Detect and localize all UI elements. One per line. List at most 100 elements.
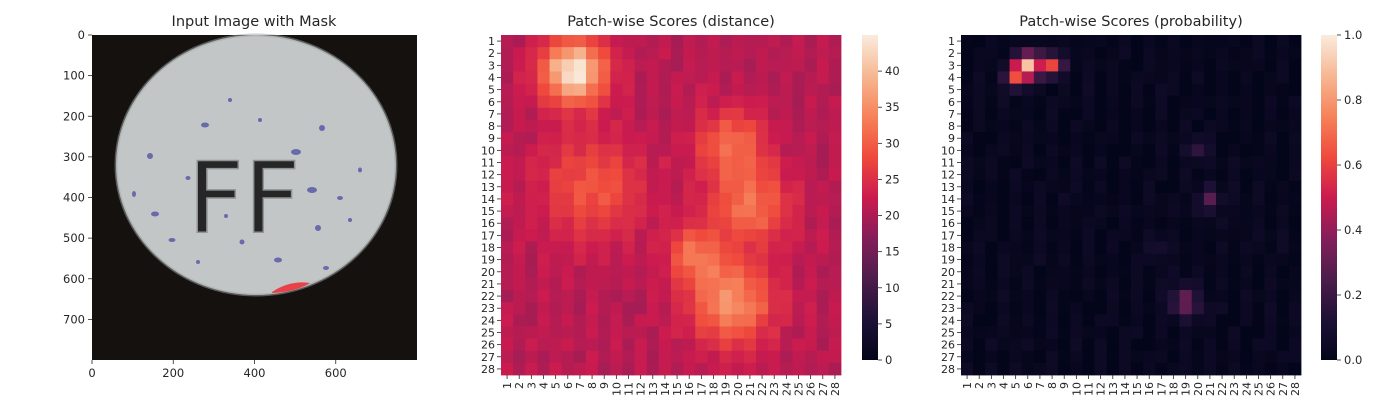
heatmap-cell [1118,326,1132,339]
heatmap-cell [1118,180,1132,194]
y-tick-label: 8 [488,120,495,133]
heatmap-cell [1240,277,1253,291]
heatmap-cell [1046,47,1059,60]
heatmap-cell [731,362,745,376]
heatmap-cell [1058,362,1071,376]
heatmap-cell [622,241,635,254]
heatmap-cell [1046,326,1059,339]
heatmap-cell [1252,95,1265,109]
heatmap-cell [1021,350,1035,364]
heatmap-cell [671,71,684,84]
heatmap-cell [828,120,842,133]
colorbar-tick-label: 0.4 [1344,223,1362,237]
heatmap-cell [525,326,538,339]
heatmap-cell [1009,47,1023,60]
heatmap-cell [1046,253,1059,267]
heatmap-cell [549,314,563,327]
heatmap-cell [1203,302,1217,315]
heatmap-cell [1203,205,1217,218]
heatmap-cell [1264,326,1278,339]
y-tick-label: 400 [63,191,85,205]
heatmap-cell [804,350,818,364]
heatmap-cell [525,47,538,60]
heatmap-cell [707,290,720,303]
heatmap-cell [537,302,550,315]
y-tick-label: 25 [941,327,955,340]
heatmap-cell [549,290,563,303]
heatmap-cell [610,107,623,121]
heatmap-cell [1167,156,1180,169]
heatmap-cell [586,229,599,242]
heatmap-cell [1264,314,1278,327]
heatmap-cell [658,302,672,315]
heatmap-cell [634,95,648,109]
heatmap-cell [1082,35,1095,48]
heatmap-cell [792,350,805,364]
heatmap-cell [768,350,781,364]
heatmap-cell [792,338,805,352]
heatmap-cell [1167,144,1180,157]
heatmap-cell [598,277,611,291]
heatmap-cell [1288,95,1302,109]
heatmap-cell [768,241,781,254]
heatmap-cell [634,144,648,157]
heatmap-cell [1094,314,1108,327]
heatmap-cell [1131,192,1144,206]
heatmap-cell [634,362,648,376]
heatmap-cell [646,265,660,279]
heatmap-cell [780,83,793,97]
heatmap-cell [816,326,830,339]
heatmap-cell [513,277,526,291]
heatmap-cell [1131,47,1144,60]
heatmap-cell [1082,314,1095,327]
y-tick-label: 600 [63,272,85,286]
heatmap-cell [1216,132,1229,145]
heatmap-cell [1082,156,1095,169]
heatmap-cell [1240,168,1253,182]
heatmap-cell [707,277,720,291]
heatmap-cell [1167,302,1180,315]
heatmap-cell [1240,326,1253,339]
heatmap-cell [973,290,986,303]
heatmap-cell [756,132,769,145]
heatmap-cell [1094,217,1108,230]
y-tick-label: 21 [481,278,495,291]
speckle [348,218,352,222]
heatmap-cell [513,156,526,169]
heatmap-cell [622,350,635,364]
speckle [358,167,362,173]
heatmap-cell [1155,326,1168,339]
heatmap-cell [1082,326,1095,339]
heatmap-cell [586,95,599,109]
heatmap-cell [1228,265,1241,279]
heatmap-cell [997,241,1010,254]
heatmap-cell [646,253,660,267]
heatmap-cell [1228,338,1241,352]
heatmap-cell [573,277,587,291]
heatmap-cell [1179,83,1193,97]
heatmap-cell [1276,205,1290,218]
heatmap-cell [1143,326,1156,339]
colorbar-tick-label: 0 [885,353,892,367]
heatmap-cell [985,180,998,194]
heatmap-cell [768,217,781,230]
heatmap-cell [586,192,599,206]
heatmap-cell [561,59,575,72]
heatmap-cell [1118,241,1132,254]
heatmap-cell [719,277,733,291]
heatmap-cell [816,265,830,279]
heatmap-cell [501,180,514,194]
heatmap-cell [1155,59,1168,72]
heatmap-cell [961,180,974,194]
heatmap-cell [828,35,842,48]
heatmap-cell [1228,192,1241,206]
heatmap-cell [634,83,648,97]
heatmap-cell [634,314,648,327]
heatmap-cell [828,168,842,182]
heatmap-cell [537,47,550,60]
heatmap-cell [1033,192,1047,206]
heatmap-cell [1155,180,1168,194]
heatmap-cell [549,168,563,182]
heatmap-cell [561,290,575,303]
heatmap-cell [780,277,793,291]
